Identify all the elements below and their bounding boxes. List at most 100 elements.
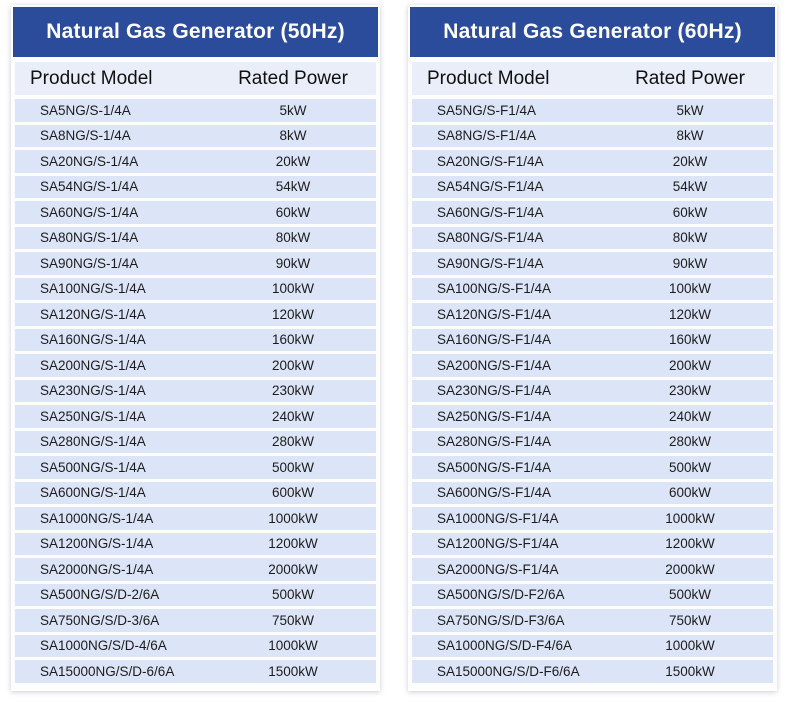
table-row: SA90NG/S-F1/4A 90kW xyxy=(412,252,773,275)
table-row: SA60NG/S-F1/4A 60kW xyxy=(412,201,773,224)
rated-power-cell: 240kW xyxy=(271,408,315,424)
product-model-cell: SA90NG/S-F1/4A xyxy=(437,255,544,271)
rated-power-cell: 200kW xyxy=(668,357,712,373)
table-row: SA230NG/S-1/4A 230kW xyxy=(15,379,376,402)
table-body-60hz: SA5NG/S-F1/4A 5kW SA8NG/S-F1/4A 8kW SA20NG/S… xyxy=(412,99,773,683)
product-model-cell: SA2000NG/S-F1/4A xyxy=(437,561,559,577)
product-model-cell: SA60NG/S-1/4A xyxy=(40,204,139,220)
column-header-rated-power: Rated Power xyxy=(635,67,745,89)
rated-power-cell: 500kW xyxy=(668,459,712,475)
product-model-cell: SA600NG/S-F1/4A xyxy=(437,485,552,501)
rated-power-cell: 120kW xyxy=(668,306,712,322)
product-model-cell: SA90NG/S-1/4A xyxy=(40,255,139,271)
table-row: SA280NG/S-1/4A 280kW xyxy=(15,430,376,453)
table-row: SA250NG/S-F1/4A 240kW xyxy=(412,405,773,428)
table-row: SA160NG/S-F1/4A 160kW xyxy=(412,328,773,351)
table-row: SA500NG/S-1/4A 500kW xyxy=(15,456,376,479)
product-model-cell: SA500NG/S-F1/4A xyxy=(437,459,552,475)
product-model-cell: SA8NG/S-F1/4A xyxy=(437,128,537,144)
table-row: SA120NG/S-1/4A 120kW xyxy=(15,303,376,326)
product-model-cell: SA500NG/S/D-2/6A xyxy=(40,587,160,603)
table-row: SA90NG/S-1/4A 90kW xyxy=(15,252,376,275)
rated-power-cell: 1200kW xyxy=(268,536,318,552)
rated-power-cell: 200kW xyxy=(271,357,315,373)
table-row: SA2000NG/S-1/4A 2000kW xyxy=(15,558,376,581)
rated-power-cell: 1000kW xyxy=(665,510,715,526)
product-model-cell: SA1200NG/S-1/4A xyxy=(40,536,154,552)
table-card-50hz: Natural Gas Generator (50Hz) Product Mod… xyxy=(11,5,380,691)
table-row: SA20NG/S-F1/4A 20kW xyxy=(412,150,773,173)
product-model-cell: SA280NG/S-F1/4A xyxy=(437,434,552,450)
column-header-rated-power: Rated Power xyxy=(238,67,348,89)
table-row: SA750NG/S/D-F3/6A 750kW xyxy=(412,609,773,632)
product-model-cell: SA60NG/S-F1/4A xyxy=(437,204,544,220)
rated-power-cell: 1000kW xyxy=(665,638,715,654)
product-model-cell: SA200NG/S-1/4A xyxy=(40,357,146,373)
rated-power-cell: 240kW xyxy=(668,408,712,424)
table-row: SA60NG/S-1/4A 60kW xyxy=(15,201,376,224)
product-model-cell: SA1000NG/S/D-F4/6A xyxy=(437,638,573,654)
product-model-cell: SA120NG/S-F1/4A xyxy=(437,306,552,322)
column-header-row-50hz: Product Model Rated Power xyxy=(15,62,376,95)
rated-power-cell: 100kW xyxy=(271,281,315,297)
table-title-60hz: Natural Gas Generator (60Hz) xyxy=(410,7,775,57)
table-row: SA1000NG/S-1/4A 1000kW xyxy=(15,507,376,530)
table-row: SA160NG/S-1/4A 160kW xyxy=(15,328,376,351)
rated-power-cell: 2000kW xyxy=(665,561,715,577)
table-body-50hz: SA5NG/S-1/4A 5kW SA8NG/S-1/4A 8kW SA20NG/S-1… xyxy=(15,99,376,683)
product-model-cell: SA54NG/S-F1/4A xyxy=(437,179,544,195)
rated-power-cell: 600kW xyxy=(271,485,315,501)
rated-power-cell: 60kW xyxy=(275,204,311,220)
product-model-cell: SA1000NG/S-1/4A xyxy=(40,510,154,526)
rated-power-cell: 230kW xyxy=(271,383,315,399)
rated-power-cell: 2000kW xyxy=(268,561,318,577)
product-model-cell: SA80NG/S-1/4A xyxy=(40,230,139,246)
table-card-60hz: Natural Gas Generator (60Hz) Product Mod… xyxy=(408,5,777,691)
product-model-cell: SA100NG/S-F1/4A xyxy=(437,281,552,297)
rated-power-cell: 80kW xyxy=(672,230,708,246)
product-model-cell: SA200NG/S-F1/4A xyxy=(437,357,552,373)
table-row: SA1200NG/S-F1/4A 1200kW xyxy=(412,532,773,555)
rated-power-cell: 8kW xyxy=(676,128,704,144)
table-row: SA15000NG/S/D-F6/6A 1500kW xyxy=(412,660,773,683)
rated-power-cell: 1000kW xyxy=(268,638,318,654)
product-model-cell: SA5NG/S-1/4A xyxy=(40,102,131,118)
column-header-row-60hz: Product Model Rated Power xyxy=(412,62,773,95)
product-model-cell: SA160NG/S-F1/4A xyxy=(437,332,552,348)
table-title-50hz: Natural Gas Generator (50Hz) xyxy=(13,7,378,57)
table-row: SA54NG/S-1/4A 54kW xyxy=(15,175,376,198)
rated-power-cell: 750kW xyxy=(668,612,712,628)
table-row: SA500NG/S/D-F2/6A 500kW xyxy=(412,583,773,606)
table-row: SA100NG/S-1/4A 100kW xyxy=(15,277,376,300)
table-row: SA280NG/S-F1/4A 280kW xyxy=(412,430,773,453)
table-row: SA250NG/S-1/4A 240kW xyxy=(15,405,376,428)
table-row: SA100NG/S-F1/4A 100kW xyxy=(412,277,773,300)
table-row: SA2000NG/S-F1/4A 2000kW xyxy=(412,558,773,581)
table-row: SA80NG/S-1/4A 80kW xyxy=(15,226,376,249)
rated-power-cell: 100kW xyxy=(668,281,712,297)
rated-power-cell: 90kW xyxy=(275,255,311,271)
table-row: SA200NG/S-F1/4A 200kW xyxy=(412,354,773,377)
table-row: SA230NG/S-F1/4A 230kW xyxy=(412,379,773,402)
product-model-cell: SA15000NG/S/D-F6/6A xyxy=(437,663,580,679)
product-model-cell: SA100NG/S-1/4A xyxy=(40,281,146,297)
product-model-cell: SA280NG/S-1/4A xyxy=(40,434,146,450)
table-row: SA750NG/S/D-3/6A 750kW xyxy=(15,609,376,632)
table-row: SA80NG/S-F1/4A 80kW xyxy=(412,226,773,249)
product-model-cell: SA250NG/S-1/4A xyxy=(40,408,146,424)
table-row: SA8NG/S-F1/4A 8kW xyxy=(412,124,773,147)
table-row: SA20NG/S-1/4A 20kW xyxy=(15,150,376,173)
rated-power-cell: 1500kW xyxy=(665,663,715,679)
table-row: SA600NG/S-1/4A 600kW xyxy=(15,481,376,504)
table-row: SA8NG/S-1/4A 8kW xyxy=(15,124,376,147)
table-row: SA1200NG/S-1/4A 1200kW xyxy=(15,532,376,555)
rated-power-cell: 90kW xyxy=(672,255,708,271)
product-model-cell: SA750NG/S/D-3/6A xyxy=(40,612,160,628)
product-model-cell: SA20NG/S-F1/4A xyxy=(437,153,544,169)
column-header-product-model: Product Model xyxy=(30,67,153,89)
product-model-cell: SA600NG/S-1/4A xyxy=(40,485,146,501)
rated-power-cell: 500kW xyxy=(668,587,712,603)
rated-power-cell: 280kW xyxy=(668,434,712,450)
table-row: SA1000NG/S-F1/4A 1000kW xyxy=(412,507,773,530)
